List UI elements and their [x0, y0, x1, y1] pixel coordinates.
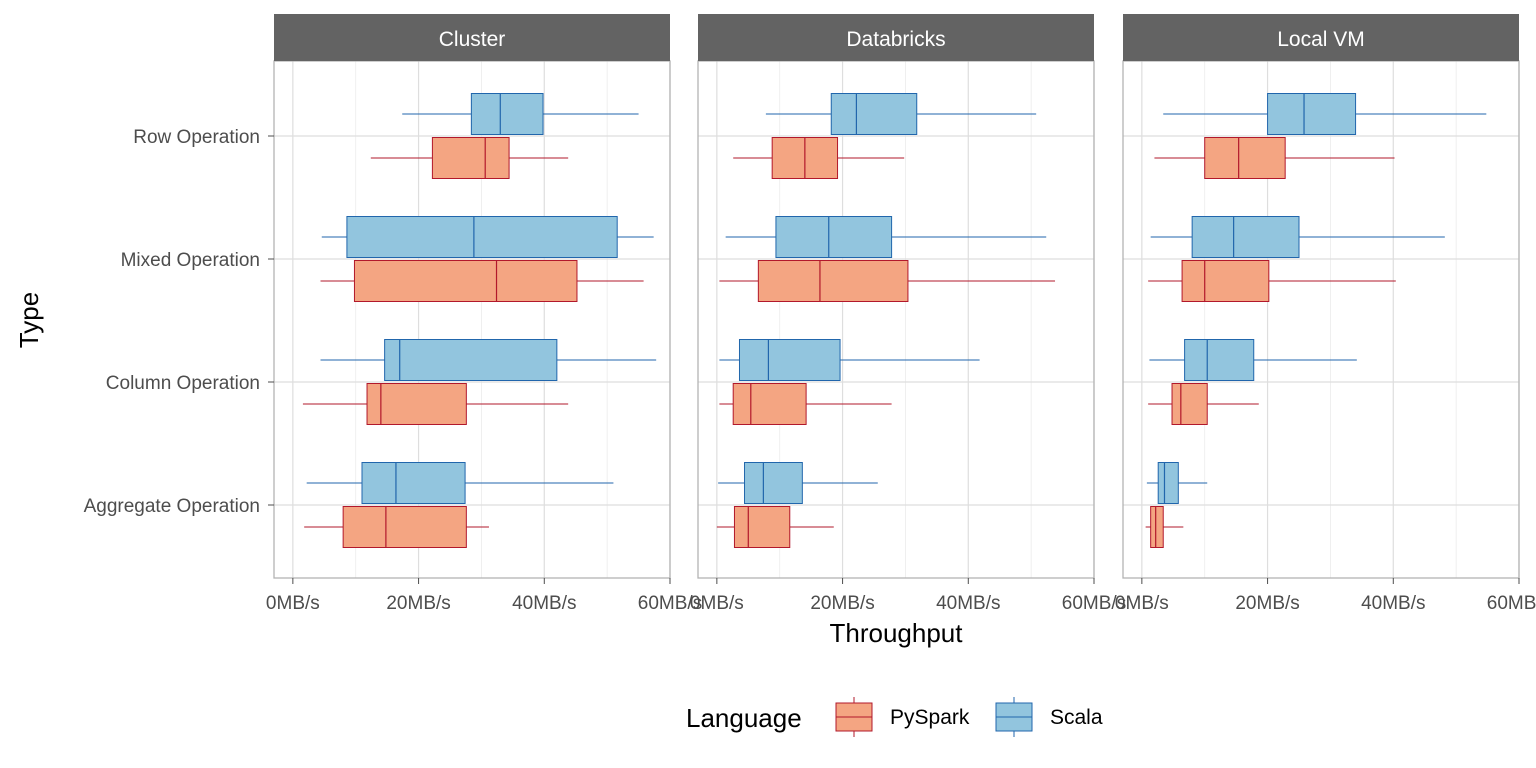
box-mixed-operation-pyspark: [719, 260, 1056, 302]
facet-strip-label: Cluster: [439, 28, 506, 51]
box-iqr: [732, 383, 807, 425]
x-tick-label: 0MB/s: [690, 593, 744, 614]
box-mixed-operation-scala: [1150, 216, 1445, 258]
facet-cluster: Cluster 0MB/s 20MB/s 40MB/s 60MB/s: [266, 14, 702, 614]
box-row-operation-scala: [1163, 93, 1487, 135]
box-iqr: [1157, 462, 1179, 504]
box-iqr: [353, 260, 578, 302]
x-axis-title: Throughput: [830, 618, 964, 648]
box-iqr: [361, 462, 466, 504]
box-aggregate-operation-scala: [306, 462, 614, 504]
x-tick-label: 20MB/s: [810, 593, 874, 614]
box-iqr: [1171, 383, 1208, 425]
legend: Language PySpark Scala: [686, 697, 1103, 737]
legend-key-scala: [995, 697, 1033, 737]
box-iqr: [733, 506, 791, 548]
box-iqr: [1150, 506, 1164, 548]
box-iqr: [431, 137, 510, 179]
box-column-operation-scala: [320, 339, 657, 381]
y-axis-title: Type: [14, 292, 44, 348]
facet-databricks: Databricks 0MB/s 20MB/s 40MB/s 60MB/s: [690, 14, 1126, 614]
box-iqr: [346, 216, 618, 258]
box-column-operation-scala: [719, 339, 980, 381]
box-row-operation-scala: [765, 93, 1037, 135]
box-iqr: [1267, 93, 1357, 135]
box-column-operation-pyspark: [719, 383, 892, 425]
box-column-operation-pyspark: [302, 383, 569, 425]
x-tick-label: 20MB/s: [386, 593, 450, 614]
box-column-operation-pyspark: [1148, 383, 1259, 425]
x-tick-label: 40MB/s: [1361, 593, 1425, 614]
box-aggregate-operation-pyspark: [716, 506, 834, 548]
box-iqr: [384, 339, 558, 381]
x-tick-label: 0MB/s: [1115, 593, 1169, 614]
legend-label-pyspark: PySpark: [890, 706, 970, 729]
y-tick-label: Column Operation: [106, 373, 260, 394]
legend-label-scala: Scala: [1050, 706, 1103, 729]
x-tick-label: 0MB/s: [266, 593, 320, 614]
box-iqr: [1204, 137, 1286, 179]
y-axis: Row Operation Mixed Operation Column Opera…: [84, 127, 274, 517]
box-row-operation-pyspark: [733, 137, 905, 179]
legend-key-pyspark: [835, 697, 873, 737]
box-iqr: [366, 383, 467, 425]
facet-strip: [274, 14, 670, 61]
box-aggregate-operation-scala: [718, 462, 878, 504]
box-mixed-operation-scala: [321, 216, 654, 258]
x-tick-label: 60MB/s: [1062, 593, 1126, 614]
x-tick-label: 40MB/s: [936, 593, 1000, 614]
x-tick-label: 60MB/s: [1487, 593, 1536, 614]
box-row-operation-scala: [402, 93, 639, 135]
box-aggregate-operation-pyspark: [304, 506, 489, 548]
box-iqr: [1191, 216, 1300, 258]
facet-strip-label: Local VM: [1277, 28, 1365, 51]
y-tick-label: Mixed Operation: [121, 250, 260, 271]
box-mixed-operation-scala: [725, 216, 1047, 258]
box-iqr: [830, 93, 918, 135]
facet-strip: [1123, 14, 1519, 61]
box-row-operation-pyspark: [370, 137, 569, 179]
legend-title: Language: [686, 703, 802, 733]
box-column-operation-scala: [1149, 339, 1357, 381]
box-aggregate-operation-pyspark: [1145, 506, 1184, 548]
x-tick-label: 60MB/s: [638, 593, 702, 614]
y-tick-label: Aggregate Operation: [84, 496, 260, 517]
y-tick-label: Row Operation: [133, 127, 260, 148]
facet-strip-label: Databricks: [846, 28, 945, 51]
box-row-operation-pyspark: [1154, 137, 1395, 179]
box-iqr: [744, 462, 803, 504]
box-iqr: [738, 339, 841, 381]
box-iqr: [1181, 260, 1270, 302]
box-iqr: [757, 260, 909, 302]
box-iqr: [342, 506, 467, 548]
facet-local-vm: Local VM 0MB/s 20MB/s 40MB/s 60MB/s: [1115, 14, 1536, 614]
facet-strip: [698, 14, 1094, 61]
box-aggregate-operation-scala: [1146, 462, 1208, 504]
box-iqr: [775, 216, 893, 258]
box-mixed-operation-pyspark: [1148, 260, 1396, 302]
box-iqr: [1184, 339, 1255, 381]
panel-background: [1123, 61, 1519, 578]
x-tick-label: 20MB/s: [1235, 593, 1299, 614]
x-tick-label: 40MB/s: [512, 593, 576, 614]
box-mixed-operation-pyspark: [320, 260, 644, 302]
box-iqr: [470, 93, 544, 135]
